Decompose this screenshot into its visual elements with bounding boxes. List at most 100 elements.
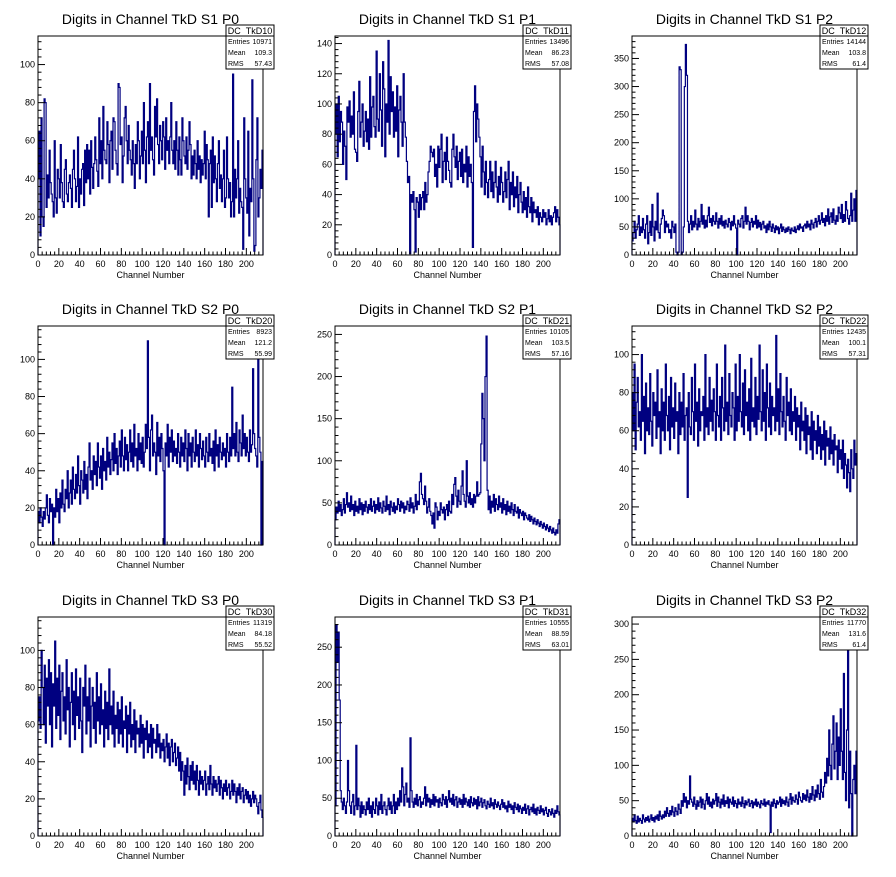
stats-label: Mean (525, 340, 543, 347)
stats-box: DC_TkD31 Entries 10555 Mean 88.59 RMS 63.01 (522, 605, 572, 651)
y-tick-label: 20 (619, 502, 629, 512)
y-tick-label: 20 (25, 794, 35, 804)
x-tick-label: 40 (372, 259, 382, 269)
x-tick-label: 160 (494, 840, 509, 850)
stats-label: RMS (228, 351, 244, 358)
stats-label: Mean (822, 631, 840, 638)
histogram-series (334, 623, 561, 836)
stats-value: 103.5 (551, 340, 569, 347)
x-tick-label: 200 (239, 549, 254, 559)
stats-box-frame (819, 605, 869, 651)
stats-box-frame (522, 605, 572, 651)
x-tick-label: 180 (812, 259, 827, 269)
x-tick-label: 140 (770, 549, 785, 559)
x-tick-label: 20 (54, 259, 64, 269)
x-tick-label: 40 (669, 549, 679, 559)
x-tick-label: 80 (710, 259, 720, 269)
stats-box: DC_TkD11 Entries 13496 Mean 86.23 RMS 57.08 (522, 24, 572, 70)
stats-box: DC_TkD22 Entries 12435 Mean 100.1 RMS 57.31 (819, 314, 869, 360)
histogram-panel: Digits in Channel TkD S3 P2 0 20 40 60 80 100 1… (614, 592, 869, 861)
stats-label: Entries (228, 620, 250, 627)
histogram-panel: Digits in Channel TkD S1 P2 0 20 40 60 80 100 1… (614, 11, 869, 280)
histogram-panel: Digits in Channel TkD S3 P1 0 20 40 60 80 100 1… (317, 592, 572, 861)
y-tick-label: 80 (25, 683, 35, 693)
x-tick-label: 180 (515, 840, 530, 850)
stats-value: 61.4 (852, 61, 866, 68)
y-tick-label: 20 (322, 220, 332, 230)
stats-value: 88.59 (551, 631, 569, 638)
stats-value: 57.43 (254, 61, 272, 68)
x-tick-label: 140 (770, 259, 785, 269)
stats-box: DC_TkD32 Entries 11770 Mean 131.6 RMS 61.4 (819, 605, 869, 651)
x-tick-label: 0 (629, 259, 634, 269)
x-tick-label: 100 (729, 259, 744, 269)
y-tick-label: 200 (614, 138, 629, 148)
x-tick-label: 140 (473, 259, 488, 269)
histogram-series (334, 335, 561, 545)
stats-name: DC_TkD10 (228, 26, 273, 36)
histogram-series (37, 340, 264, 546)
x-tick-label: 100 (432, 549, 447, 559)
x-tick-label: 0 (332, 840, 337, 850)
x-tick-label: 180 (218, 549, 233, 559)
stats-value: 63.01 (551, 642, 569, 649)
stats-value: 11770 (847, 620, 866, 627)
x-tick-label: 0 (629, 549, 634, 559)
x-tick-label: 100 (432, 259, 447, 269)
x-tick-label: 160 (791, 549, 806, 559)
y-tick-label: 0 (327, 540, 332, 550)
stats-value: 100.1 (848, 340, 866, 347)
x-tick-label: 60 (392, 259, 402, 269)
stats-box: DC_TkD21 Entries 10105 Mean 103.5 RMS 57.16 (522, 314, 572, 360)
x-tick-label: 200 (833, 259, 848, 269)
stats-box: DC_TkD10 Entries 10971 Mean 109.3 RMS 57.43 (225, 24, 275, 70)
stats-box-frame (819, 314, 869, 360)
y-tick-label: 0 (327, 831, 332, 841)
x-tick-label: 80 (710, 549, 720, 559)
stats-label: RMS (228, 61, 244, 68)
stats-label: Entries (525, 620, 547, 627)
y-tick-label: 60 (25, 720, 35, 730)
x-tick-label: 80 (116, 840, 126, 850)
x-tick-label: 100 (135, 840, 150, 850)
y-tick-label: 100 (614, 194, 629, 204)
y-tick-label: 40 (25, 757, 35, 767)
x-tick-label: 140 (473, 840, 488, 850)
y-tick-label: 40 (619, 464, 629, 474)
stats-value: 10105 (550, 329, 570, 336)
x-tick-label: 80 (413, 549, 423, 559)
x-tick-label: 160 (791, 840, 806, 850)
y-tick-label: 300 (614, 619, 629, 629)
y-tick-label: 20 (25, 212, 35, 222)
stats-label: Entries (822, 329, 844, 336)
y-tick-label: 0 (327, 250, 332, 260)
stats-label: Mean (228, 340, 246, 347)
x-tick-label: 0 (332, 259, 337, 269)
x-tick-label: 20 (351, 549, 361, 559)
y-tick-label: 300 (614, 82, 629, 92)
stats-value: 103.8 (848, 50, 866, 57)
y-tick-label: 350 (614, 53, 629, 63)
x-tick-label: 20 (648, 259, 658, 269)
stats-name: DC_TkD22 (822, 316, 867, 326)
stats-label: RMS (822, 61, 838, 68)
x-tick-label: 180 (812, 549, 827, 559)
y-tick-label: 100 (317, 456, 332, 466)
x-axis-label: Channel Number (116, 560, 184, 570)
histogram-panel: Digits in Channel TkD S2 P0 0 20 40 60 80 100 1… (20, 301, 275, 570)
x-tick-label: 40 (75, 840, 85, 850)
histogram-series (334, 39, 561, 255)
stats-value: 86.23 (551, 50, 569, 57)
x-tick-label: 200 (536, 259, 551, 269)
stats-box-frame (225, 605, 275, 651)
x-tick-label: 200 (536, 549, 551, 559)
x-tick-label: 60 (95, 840, 105, 850)
y-tick-label: 0 (30, 831, 35, 841)
stats-label: Entries (228, 329, 250, 336)
x-tick-label: 120 (749, 259, 764, 269)
stats-box: DC_TkD30 Entries 11319 Mean 84.18 RMS 55.52 (225, 605, 275, 651)
x-tick-label: 60 (689, 840, 699, 850)
y-tick-label: 100 (20, 645, 35, 655)
y-tick-label: 0 (30, 250, 35, 260)
x-tick-label: 160 (791, 259, 806, 269)
